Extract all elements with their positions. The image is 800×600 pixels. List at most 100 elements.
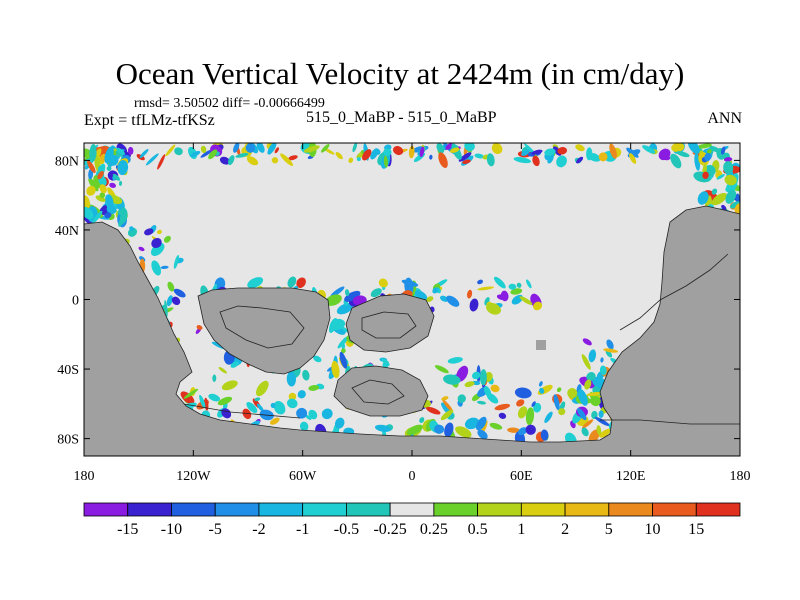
velocity-blob: [590, 153, 598, 161]
velocity-blob: [151, 260, 162, 276]
velocity-blob: [297, 390, 306, 399]
velocity-blob: [246, 402, 258, 413]
velocity-blob: [139, 148, 149, 159]
velocity-blob: [598, 152, 608, 162]
colorbar-swatch: [564, 502, 610, 517]
velocity-blob: [429, 154, 433, 160]
colorbar-level-label: -5: [209, 521, 222, 538]
velocity-blob: [581, 354, 591, 370]
velocity-blob: [104, 146, 114, 164]
velocity-blob: [443, 374, 461, 385]
velocity-blob: [558, 408, 566, 416]
velocity-blob: [313, 355, 322, 363]
velocity-blob: [116, 147, 125, 156]
velocity-blob: [321, 408, 333, 420]
experiment-label: Expt = tfLMz-tfKSz: [84, 112, 215, 129]
velocity-blob: [271, 157, 279, 164]
velocity-blob: [486, 153, 495, 167]
map-field: [84, 143, 740, 456]
velocity-blob: [304, 414, 312, 420]
colorbar-level-label: 2: [561, 521, 569, 538]
velocity-blob: [219, 156, 230, 165]
velocity-blob: [302, 369, 310, 381]
velocity-blob: [642, 145, 656, 154]
velocity-blob: [401, 279, 419, 287]
y-tick-label: 80S: [57, 433, 79, 448]
velocity-blob: [173, 288, 186, 298]
velocity-blob: [370, 288, 382, 298]
velocity-blob: [469, 298, 479, 312]
velocity-blob: [525, 407, 535, 426]
velocity-blob: [594, 416, 610, 427]
velocity-blob: [525, 424, 536, 435]
velocity-blob: [303, 145, 320, 153]
velocity-blob: [544, 148, 556, 156]
velocity-blob: [544, 411, 553, 424]
velocity-blob: [246, 156, 259, 166]
velocity-blob: [167, 281, 175, 292]
velocity-blob: [419, 417, 425, 424]
velocity-blob: [344, 290, 361, 302]
velocity-blob: [440, 409, 454, 421]
velocity-blob: [436, 143, 445, 154]
velocity-blob: [500, 290, 509, 302]
velocity-blob: [577, 408, 587, 421]
velocity-blob: [104, 212, 112, 219]
velocity-blob: [716, 173, 725, 180]
velocity-blob: [721, 204, 727, 211]
velocity-blob: [477, 400, 487, 405]
velocity-blob: [218, 366, 228, 374]
velocity-blob: [331, 360, 340, 379]
velocity-blob: [575, 144, 585, 152]
velocity-blob: [375, 424, 391, 432]
colorbar-level-label: -0.25: [373, 521, 406, 538]
velocity-blob: [334, 417, 345, 429]
velocity-blob: [584, 379, 592, 390]
x-tick-label: 180: [74, 469, 95, 484]
velocity-blob: [521, 149, 530, 156]
colorbar-level-label: 5: [605, 521, 613, 538]
velocity-blob: [329, 318, 346, 331]
velocity-blob: [472, 371, 481, 380]
velocity-blob: [145, 153, 159, 166]
velocity-blob: [157, 229, 162, 235]
velocity-blob: [286, 398, 298, 409]
velocity-blob: [494, 403, 511, 411]
colorbar-swatch: [433, 502, 479, 517]
velocity-blob: [127, 146, 134, 155]
velocity-blob: [406, 424, 423, 435]
velocity-blob: [325, 294, 342, 306]
velocity-blob: [89, 144, 97, 162]
velocity-blob: [425, 296, 434, 302]
velocity-blob: [221, 380, 238, 391]
velocity-blob: [166, 295, 173, 307]
velocity-blob: [383, 155, 388, 168]
velocity-blob: [725, 189, 737, 204]
colorbar-level-label: 0.5: [468, 521, 488, 538]
velocity-blob: [553, 394, 560, 411]
velocity-blob: [489, 422, 503, 430]
velocity-blob: [457, 394, 466, 403]
velocity-blob: [87, 160, 96, 174]
velocity-blob: [381, 358, 390, 366]
velocity-blob: [308, 385, 320, 391]
velocity-blob: [112, 173, 121, 181]
velocity-blob: [255, 380, 269, 397]
velocity-blob: [356, 157, 361, 162]
velocity-blob: [99, 192, 106, 199]
velocity-blob: [84, 195, 90, 209]
x-tick-label: 120W: [176, 469, 211, 484]
velocity-blob: [498, 412, 507, 419]
colorbar-swatch: [695, 502, 741, 517]
land-africa: [197, 287, 331, 375]
velocity-blob: [458, 152, 472, 162]
velocity-blob: [340, 348, 346, 354]
coastline-detail: [183, 253, 740, 425]
velocity-blob: [533, 402, 542, 413]
velocity-blob: [190, 150, 201, 157]
velocity-blob: [129, 226, 134, 231]
velocity-blob: [92, 210, 103, 224]
velocity-blob: [441, 396, 449, 401]
velocity-blob: [208, 393, 221, 402]
